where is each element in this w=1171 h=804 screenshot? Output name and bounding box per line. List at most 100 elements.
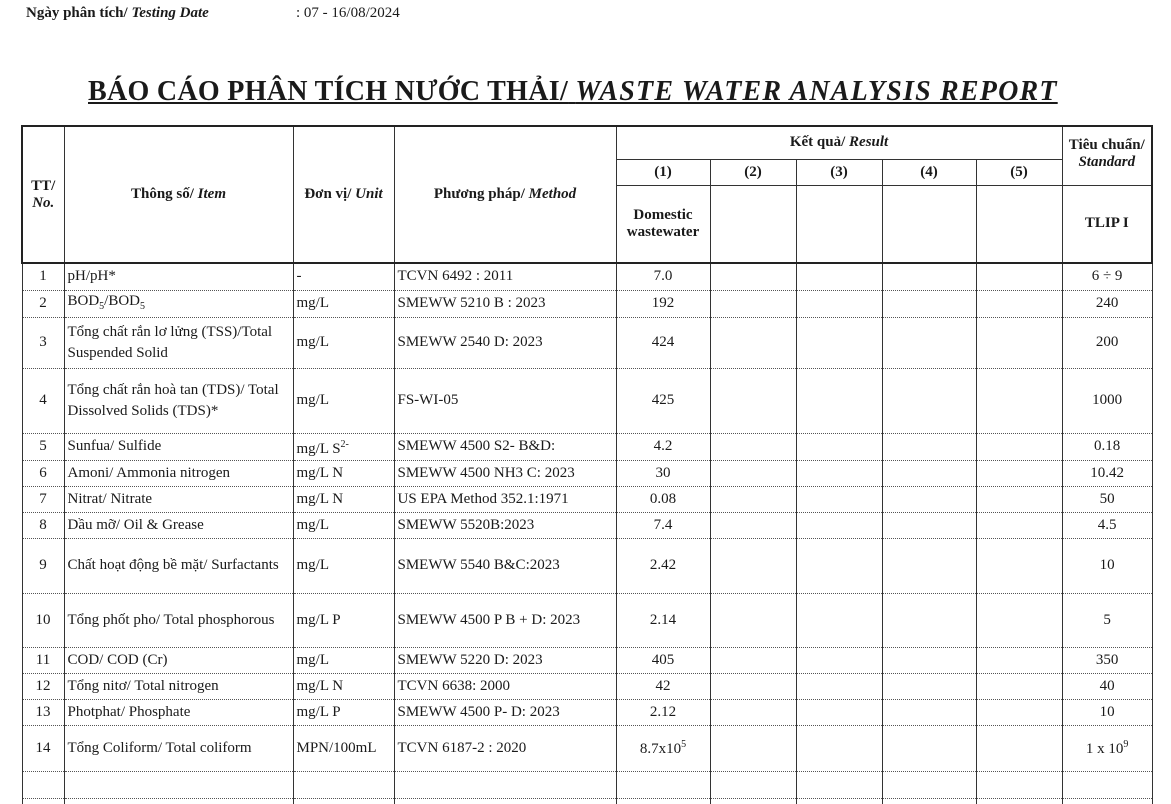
row-result-5	[975, 537, 1063, 594]
table-row: 9 Chất hoạt động bề mặt/ Surfactants mg/L S…	[21, 537, 1153, 594]
row-item: Tổng chất rắn hoà tan (TDS)/ Total Disso…	[63, 367, 294, 434]
row-result-5	[975, 724, 1063, 772]
date-value: : 07 - 16/08/2024	[296, 5, 400, 21]
text-part: Tổng chất rắn hoà tan (TDS)/ Total Disso…	[67, 381, 279, 419]
text-part: mg/L	[296, 516, 330, 533]
text-part: 350	[1095, 651, 1119, 668]
row-result-4	[881, 698, 977, 726]
row-item: Sunfua/ Sulfide	[63, 432, 294, 461]
row-item: pH/pH*	[63, 262, 294, 291]
table-row: 12 Tổng nitơ/ Total nitrogen mg/L N TCVN 66…	[21, 672, 1153, 700]
empty-cell	[709, 770, 797, 799]
row-standard: 10	[1061, 698, 1153, 726]
text-part: Dầu mỡ/ Oil & Grease	[67, 516, 204, 533]
table-row: 4 Tổng chất rắn hoà tan (TDS)/ Total Diss…	[21, 367, 1153, 434]
result-col-3: (3)	[795, 158, 883, 186]
text-part: 192	[651, 295, 675, 311]
table-row: 1 pH/pH* - TCVN 6492 : 2011 7.0 6 ÷ 9	[21, 262, 1153, 291]
row-standard: 50	[1061, 485, 1153, 513]
row-result-3	[795, 367, 883, 434]
row-result-4	[881, 316, 977, 369]
row-result-2	[709, 262, 797, 291]
row-method: SMEWW 5520B:2023	[393, 511, 617, 539]
row-standard: 240	[1061, 289, 1153, 318]
row-method: TCVN 6492 : 2011	[393, 262, 617, 291]
result-col-2: (2)	[709, 158, 797, 186]
sample-1-label: Domestic wastewater	[615, 184, 711, 264]
row-unit: MPN/100mL	[292, 724, 395, 772]
empty-cell	[63, 770, 294, 799]
text-part: mg/L	[296, 334, 330, 350]
row-result-5	[975, 485, 1063, 513]
text-part: 2-	[340, 438, 349, 450]
row-result-1: 192	[615, 289, 711, 318]
row-result-1: 2.42	[615, 537, 711, 594]
text-part: Nitrat/ Nitrate	[67, 490, 153, 507]
row-no: 12	[21, 672, 65, 700]
row-result-3	[795, 592, 883, 648]
empty-cell	[795, 797, 883, 804]
row-result-2	[709, 316, 797, 369]
row-result-4	[881, 724, 977, 772]
empty-row	[21, 797, 1153, 804]
row-standard: 0.18	[1061, 432, 1153, 461]
text-part: MPN/100mL	[296, 739, 377, 756]
row-no: 10	[21, 592, 65, 648]
row-result-4	[881, 537, 977, 594]
row-result-1: 30	[615, 459, 711, 487]
date-label: Ngày phân tích/	[26, 5, 128, 21]
text-part: 405	[651, 651, 675, 668]
row-standard: 200	[1061, 316, 1153, 369]
empty-cell	[795, 770, 883, 799]
header-unit: Đơn vị/ Unit	[292, 125, 395, 264]
result-col-5: (5)	[975, 158, 1063, 186]
row-item: Chất hoạt động bề mặt/ Surfactants	[63, 537, 294, 594]
empty-cell	[709, 797, 797, 804]
row-method: SMEWW 5220 D: 2023	[393, 646, 617, 674]
row-result-5	[975, 432, 1063, 461]
row-result-3	[795, 289, 883, 318]
empty-cell	[975, 770, 1063, 799]
row-result-4	[881, 262, 977, 291]
empty-row	[21, 770, 1153, 799]
row-method: SMEWW 2540 D: 2023	[393, 316, 617, 369]
table-row: 5 Sunfua/ Sulfide mg/L S2- SMEWW 4500 S2- B…	[21, 432, 1153, 461]
row-standard: 5	[1061, 592, 1153, 648]
empty-cell	[393, 770, 617, 799]
row-result-1: 4.2	[615, 432, 711, 461]
text-part: 5	[140, 300, 146, 312]
table-row: 8 Dầu mỡ/ Oil & Grease mg/L SMEWW 5520B:202…	[21, 511, 1153, 539]
row-no: 5	[21, 432, 65, 461]
row-no: 14	[21, 724, 65, 772]
empty-cell	[881, 797, 977, 804]
sample-4-label	[881, 184, 977, 264]
row-method: SMEWW 5540 B&C:2023	[393, 537, 617, 594]
row-result-3	[795, 537, 883, 594]
row-result-2	[709, 724, 797, 772]
row-result-2	[709, 592, 797, 648]
row-unit: mg/L	[292, 289, 395, 318]
empty-cell	[615, 770, 711, 799]
text-part: 10.42	[1090, 464, 1124, 481]
row-standard: 1000	[1061, 367, 1153, 434]
text-part: Photphat/ Phosphate	[67, 703, 191, 720]
row-unit: mg/L	[292, 646, 395, 674]
text-part: 10	[1099, 557, 1115, 573]
header-result: Kết quả/ Result	[615, 125, 1063, 160]
row-result-4	[881, 646, 977, 674]
row-result-1: 2.14	[615, 592, 711, 648]
text-part: 1000	[1092, 392, 1123, 408]
table-row: 11 COD/ COD (Cr) mg/L SMEWW 5220 D: 2023 405…	[21, 646, 1153, 674]
text-part: Tổng phốt pho/ Total phosphorous	[67, 611, 275, 628]
text-part: 6 ÷ 9	[1091, 268, 1123, 285]
row-result-1: 0.08	[615, 485, 711, 513]
row-result-2	[709, 511, 797, 539]
row-unit: mg/L	[292, 511, 395, 539]
header-standard: Tiêu chuẩn/Standard	[1061, 125, 1153, 186]
text-part: mg/L	[296, 651, 330, 668]
text-part: 10	[1099, 703, 1115, 720]
title-vi: BÁO CÁO PHÂN TÍCH NƯỚC THẢI/	[88, 76, 569, 107]
row-method: US EPA Method 352.1:1971	[393, 485, 617, 513]
header-item: Thông số/ Item	[63, 125, 294, 264]
testing-date: Ngày phân tích/ Testing Date : 07 - 16/0…	[26, 5, 400, 22]
